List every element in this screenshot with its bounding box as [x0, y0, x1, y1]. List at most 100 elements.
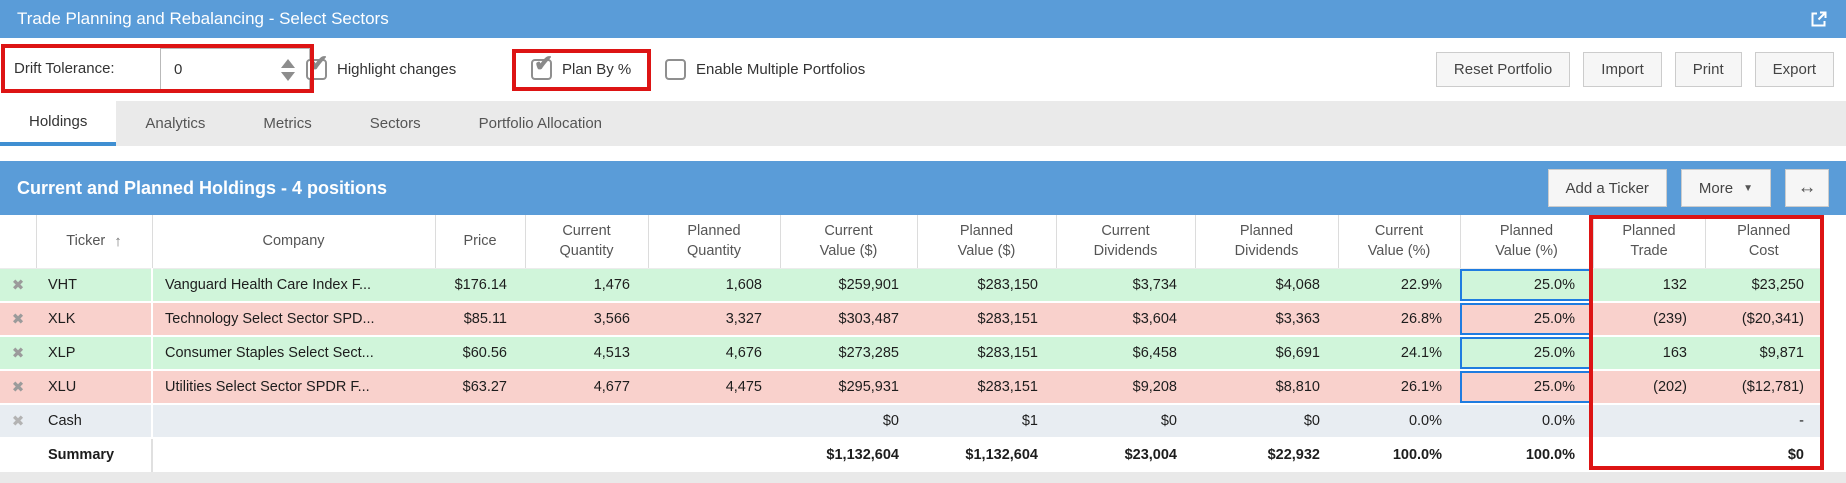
planned-cost-cell: ($12,781) — [1705, 370, 1822, 405]
add-a-ticker-button[interactable]: Add a Ticker — [1547, 169, 1667, 207]
col-header-planned_quantity[interactable]: Planned Quantity — [647, 215, 780, 269]
horizontal-resize-icon: ↔ — [1797, 177, 1817, 198]
col-header-current_quantity[interactable]: Current Quantity — [524, 215, 648, 269]
spinner-down-icon[interactable] — [281, 71, 295, 81]
checkbox-plan-by-percent[interactable]: ✔ Plan By % — [531, 38, 631, 101]
col-header-current_value_pct[interactable]: Current Value (%) — [1337, 215, 1460, 269]
col-header-company[interactable]: Company — [151, 215, 435, 269]
tab-sectors[interactable]: Sectors — [369, 115, 421, 132]
table-row-xlk: ✖ XLK Technology Select Sector SPD... $85.1… — [0, 302, 1822, 337]
delete-row-icon[interactable]: ✖ — [11, 311, 25, 328]
ticker-cell: XLK — [36, 302, 152, 337]
print-button[interactable]: Print — [1674, 52, 1742, 87]
checkbox-box[interactable]: ✔ — [531, 52, 553, 80]
delete-cell — [0, 437, 36, 473]
planned-value-pct-input[interactable]: 25.0% — [1460, 370, 1593, 405]
current-value-pct-cell: 26.1% — [1338, 370, 1460, 405]
delete-row-icon[interactable]: ✖ — [11, 379, 25, 396]
open-external-icon[interactable] — [1808, 9, 1829, 30]
price-cell: $63.27 — [435, 370, 525, 405]
col-header-planned_value[interactable]: Planned Value ($) — [916, 215, 1056, 269]
table-row-xlu: ✖ XLU Utilities Select Sector SPDR F... $63… — [0, 370, 1822, 405]
current-value-pct-cell: 22.9% — [1338, 268, 1460, 303]
col-header-label: Value ($) — [957, 243, 1016, 260]
planned-quantity-cell — [648, 437, 780, 473]
col-header-label: Planned — [1239, 222, 1294, 239]
company-cell — [151, 437, 435, 473]
drift-tolerance-input[interactable] — [160, 48, 310, 91]
tab-holdings[interactable]: Holdings — [0, 101, 117, 146]
import-button[interactable]: Import — [1583, 52, 1662, 87]
checkbox-label: Plan By % — [562, 61, 632, 78]
planned-cost-cell: $23,250 — [1705, 268, 1822, 303]
col-header-label: Current — [1101, 222, 1150, 239]
col-header-label: Value (%) — [1495, 243, 1558, 260]
col-header-price[interactable]: Price — [434, 215, 525, 269]
col-header-current_value[interactable]: Current Value ($) — [779, 215, 917, 269]
col-header-label: Planned — [1737, 222, 1791, 239]
col-header-planned_dividends[interactable]: Planned Dividends — [1194, 215, 1338, 269]
current-dividends-cell: $23,004 — [1056, 437, 1195, 473]
planned-dividends-cell: $3,363 — [1195, 302, 1338, 337]
planned-trade-cell — [1593, 437, 1705, 473]
company-cell: Consumer Staples Select Sect... — [151, 336, 435, 371]
current-dividends-cell: $6,458 — [1056, 336, 1195, 371]
checkbox-label: Highlight changes — [337, 61, 457, 78]
planned-value-pct-input[interactable]: 25.0% — [1460, 268, 1593, 303]
col-header-label: Current — [824, 222, 873, 239]
checkbox-highlight-changes[interactable]: ✔ Highlight changes — [306, 38, 456, 101]
planned-value-pct-cell: 0.0% — [1460, 404, 1593, 439]
ticker-cell: Summary — [36, 437, 152, 473]
planned-trade-cell: (239) — [1593, 302, 1705, 337]
export-button[interactable]: Export — [1754, 52, 1834, 87]
planned-value-cell: $283,151 — [917, 336, 1056, 371]
col-header-delete — [0, 215, 36, 269]
spinner-up-icon[interactable] — [281, 58, 295, 68]
chevron-down-icon: ▼ — [1743, 182, 1753, 194]
planned-value-cell: $283,150 — [917, 268, 1056, 303]
col-header-planned_value_pct[interactable]: Planned Value (%) — [1459, 215, 1593, 269]
planned-cost-cell: ($20,341) — [1705, 302, 1822, 337]
tab-metrics[interactable]: Metrics — [263, 115, 312, 132]
current-dividends-cell: $0 — [1056, 404, 1195, 439]
delete-row-icon[interactable]: ✖ — [11, 276, 25, 294]
price-cell — [435, 404, 525, 439]
more-button[interactable]: More ▼ — [1680, 169, 1771, 207]
planned-dividends-cell: $4,068 — [1195, 268, 1338, 303]
planned-dividends-cell: $6,691 — [1195, 336, 1338, 371]
col-header-planned_trade[interactable]: Planned Trade — [1592, 215, 1705, 269]
drift-tolerance-stepper[interactable] — [278, 54, 298, 85]
delete-row-icon[interactable]: ✖ — [11, 413, 25, 430]
drift-tolerance-label: Drift Tolerance: — [14, 60, 115, 77]
current-value-cell: $259,901 — [780, 268, 917, 303]
current-dividends-cell: $9,208 — [1056, 370, 1195, 405]
col-header-planned_cost[interactable]: Planned Cost — [1704, 215, 1822, 269]
checkbox-box[interactable]: ✔ — [306, 52, 328, 80]
delete-cell: ✖ — [0, 302, 36, 337]
ticker-cell: Cash — [36, 404, 152, 439]
col-header-label: Cost — [1748, 243, 1779, 260]
delete-cell: ✖ — [0, 268, 36, 303]
delete-cell: ✖ — [0, 404, 36, 439]
planned-trade-cell: 163 — [1593, 336, 1705, 371]
checkbox-enable-multiple-portfolios[interactable]: Enable Multiple Portfolios — [665, 38, 865, 101]
more-button-label: More — [1698, 179, 1734, 197]
col-header-label: Planned — [687, 222, 741, 239]
planned-trade-cell: 132 — [1593, 268, 1705, 303]
col-header-current_dividends[interactable]: Current Dividends — [1055, 215, 1195, 269]
window-title-bar: Trade Planning and Rebalancing - Select … — [0, 0, 1846, 38]
col-header-ticker[interactable]: Ticker ↑ — [35, 215, 152, 269]
checkbox-box[interactable] — [665, 59, 686, 80]
planned-quantity-cell: 3,327 — [648, 302, 780, 337]
planned-value-pct-input[interactable]: 25.0% — [1460, 302, 1593, 337]
delete-cell: ✖ — [0, 370, 36, 405]
table-row-cash: ✖ Cash $0 $1 $0 $0 0.0% 0.0% - — [0, 404, 1822, 439]
reset-portfolio-button[interactable]: Reset Portfolio — [1435, 52, 1571, 87]
sort-ascending-icon: ↑ — [114, 232, 122, 250]
delete-row-icon[interactable]: ✖ — [11, 345, 25, 362]
expand-columns-button[interactable]: ↔ — [1785, 169, 1829, 207]
col-header-label: Value ($) — [819, 243, 878, 260]
planned-value-pct-input[interactable]: 25.0% — [1460, 336, 1593, 371]
tab-analytics[interactable]: Analytics — [145, 115, 206, 132]
tab-portfolio-allocation[interactable]: Portfolio Allocation — [478, 115, 603, 132]
